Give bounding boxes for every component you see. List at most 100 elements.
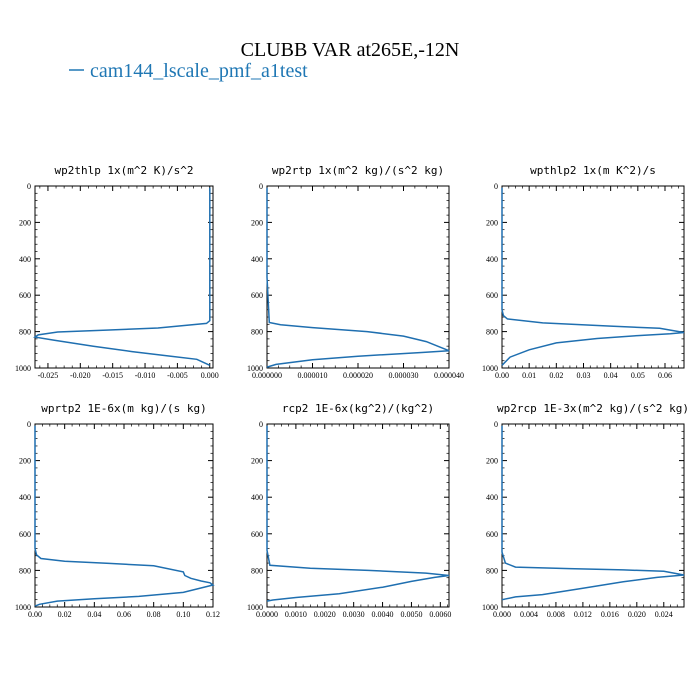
- y-tick-label: 600: [486, 530, 498, 539]
- series-line: [501, 425, 685, 601]
- x-tick-label: 0.0000: [256, 610, 278, 619]
- y-tick-label: 1000: [247, 603, 263, 612]
- y-tick-label: 200: [486, 457, 498, 466]
- y-tick-label: 0: [494, 420, 498, 429]
- y-tick-label: 200: [251, 457, 263, 466]
- x-tick-label: 0.08: [147, 610, 161, 619]
- panel-4: wprtp2 1E-6x(m kg)/(s kg) 0 200 400 600 800 10…: [15, 402, 220, 619]
- y-tick-label: 600: [19, 291, 31, 300]
- y-tick-label: 200: [19, 218, 31, 227]
- x-tick-label: 0.03: [576, 371, 590, 380]
- x-tick-label: 0.012: [574, 610, 592, 619]
- panel-3: wpthlp2 1x(m K^2)/s 0 200 400 600 800 10000.00…: [482, 164, 685, 380]
- series-line: [266, 187, 450, 368]
- x-tick-label: 0.016: [601, 610, 619, 619]
- series-line: [33, 187, 211, 366]
- x-tick-label: 0.000030: [389, 371, 419, 380]
- x-tick-label: 0.12: [206, 610, 220, 619]
- panel-title: wp2thlp 1x(m^2 K)/s^2: [54, 164, 193, 177]
- panel-5: rcp2 1E-6x(kg^2)/(kg^2) 0 200 400 600 800 1000…: [247, 402, 451, 619]
- panel-1: wp2thlp 1x(m^2 K)/s^2 0 200 400 600 800 1000 -0…: [15, 164, 219, 380]
- panel-title: rcp2 1E-6x(kg^2)/(kg^2): [282, 402, 434, 415]
- series-line: [34, 425, 215, 607]
- x-tick-label: 0.000000: [252, 371, 282, 380]
- series-line: [266, 425, 450, 602]
- x-tick-label: 0.04: [604, 371, 618, 380]
- panel-2: wp2rtp 1x(m^2 kg)/(s^2 kg) 0 200 400 600 800 1…: [247, 164, 464, 380]
- y-tick-label: 200: [486, 218, 498, 227]
- legend: cam144_lscale_pmf_a1test: [69, 60, 308, 82]
- y-tick-label: 400: [19, 255, 31, 264]
- x-tick-label: 0.0020: [314, 610, 336, 619]
- x-tick-label: 0.0010: [285, 610, 307, 619]
- y-tick-label: 600: [251, 291, 263, 300]
- x-tick-label: 0.000040: [434, 371, 464, 380]
- y-tick-label: 0: [27, 182, 31, 191]
- y-tick-label: 200: [251, 218, 263, 227]
- x-tick-label: 0.000: [201, 371, 219, 380]
- y-tick-label: 400: [19, 493, 31, 502]
- x-tick-label: 0.000: [493, 610, 511, 619]
- y-tick-label: 800: [19, 328, 31, 337]
- y-tick-label: 800: [486, 328, 498, 337]
- x-tick-label: -0.025: [38, 371, 59, 380]
- x-tick-label: 0.0040: [372, 610, 394, 619]
- y-tick-label: 1000: [482, 603, 498, 612]
- x-tick-label: 0.004: [520, 610, 538, 619]
- x-tick-label: 0.000020: [343, 371, 373, 380]
- y-tick-label: 0: [259, 182, 263, 191]
- y-tick-label: 1000: [482, 364, 498, 373]
- x-tick-label: 0.02: [58, 610, 72, 619]
- y-tick-label: 600: [486, 291, 498, 300]
- panel-6: wp2rcp 1E-3x(m^2 kg)/(s^2 kg) 0 200 400 600 8…: [482, 402, 689, 619]
- x-tick-label: -0.005: [167, 371, 188, 380]
- x-tick-label: 0.0030: [343, 610, 365, 619]
- y-tick-label: 0: [259, 420, 263, 429]
- y-tick-label: 1000: [247, 364, 263, 373]
- panel-title: wp2rcp 1E-3x(m^2 kg)/(s^2 kg): [497, 402, 689, 415]
- y-tick-label: 800: [251, 328, 263, 337]
- x-tick-label: 0.04: [87, 610, 101, 619]
- y-tick-label: 1000: [15, 603, 31, 612]
- x-tick-label: 0.00: [28, 610, 42, 619]
- y-tick-label: 600: [251, 530, 263, 539]
- x-tick-label: -0.020: [70, 371, 91, 380]
- x-tick-label: 0.10: [176, 610, 190, 619]
- figure-title: CLUBB VAR at265E,-12N: [241, 39, 460, 61]
- x-tick-label: 0.01: [522, 371, 536, 380]
- series-line: [501, 187, 685, 366]
- x-tick-label: 0.0060: [429, 610, 451, 619]
- plot-frame: [34, 185, 214, 369]
- x-tick-label: 0.020: [628, 610, 646, 619]
- x-tick-label: 0.0050: [400, 610, 422, 619]
- panel-title: wp2rtp 1x(m^2 kg)/(s^2 kg): [272, 164, 444, 177]
- x-tick-label: 0.000010: [298, 371, 328, 380]
- x-tick-label: 0.06: [117, 610, 131, 619]
- panel-title: wpthlp2 1x(m K^2)/s: [530, 164, 656, 177]
- y-tick-label: 800: [251, 566, 263, 575]
- y-tick-label: 800: [19, 566, 31, 575]
- plot-frame: [501, 423, 685, 608]
- plot-frame: [501, 185, 685, 369]
- plot-frame: [34, 423, 214, 608]
- y-tick-label: 400: [486, 255, 498, 264]
- y-tick-label: 1000: [15, 364, 31, 373]
- x-tick-label: -0.015: [102, 371, 123, 380]
- y-tick-label: 600: [19, 530, 31, 539]
- panels: wp2thlp 1x(m^2 K)/s^2 0 200 400 600 800 1000 -0…: [15, 164, 689, 619]
- y-tick-label: 200: [19, 457, 31, 466]
- y-tick-label: 400: [251, 255, 263, 264]
- x-tick-label: 0.06: [658, 371, 672, 380]
- y-tick-label: 400: [486, 493, 498, 502]
- legend-label: cam144_lscale_pmf_a1test: [90, 60, 308, 82]
- x-tick-label: 0.05: [631, 371, 645, 380]
- y-tick-label: 0: [494, 182, 498, 191]
- x-tick-label: 0.024: [655, 610, 673, 619]
- x-tick-label: 0.008: [547, 610, 565, 619]
- x-tick-label: -0.010: [135, 371, 156, 380]
- panel-title: wprtp2 1E-6x(m kg)/(s kg): [41, 402, 207, 415]
- y-tick-label: 0: [27, 420, 31, 429]
- y-tick-label: 800: [486, 566, 498, 575]
- x-tick-label: 0.00: [495, 371, 509, 380]
- y-tick-label: 400: [251, 493, 263, 502]
